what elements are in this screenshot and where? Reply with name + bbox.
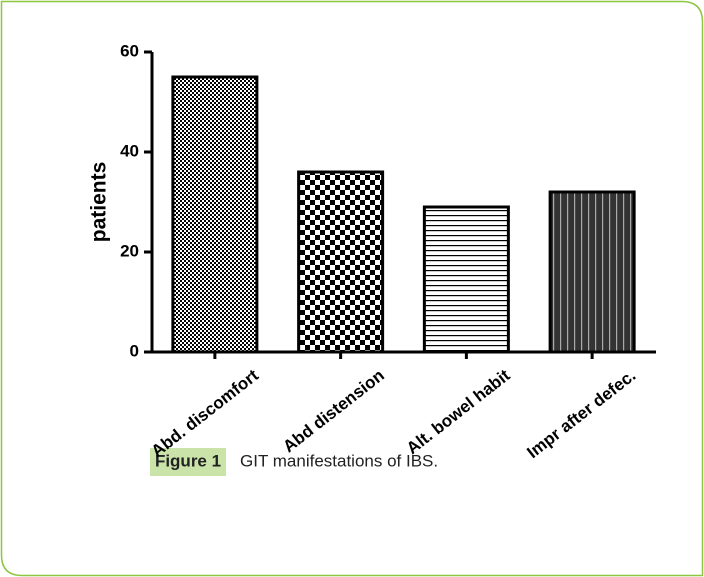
bar (422, 205, 510, 354)
x-tick-label: Impr after defec. (523, 366, 639, 462)
caption-label-box (150, 448, 226, 476)
y-tick-label: 20 (120, 241, 139, 260)
y-tick-label: 60 (120, 41, 139, 60)
caption-label: Figure 1 (155, 451, 221, 470)
y-tick-label: 0 (130, 341, 139, 360)
x-tick-label: Abd distension (279, 366, 387, 457)
y-tick-label: 40 (120, 141, 139, 160)
bar (171, 75, 259, 354)
x-tick-label: Alt. bowel habit (403, 366, 514, 459)
bar (297, 170, 385, 354)
caption: GIT manifestations of IBS. (240, 451, 438, 470)
bar (548, 190, 636, 354)
x-tick-label: Abd. discomfort (148, 366, 263, 461)
y-axis-label: patients (88, 162, 111, 243)
